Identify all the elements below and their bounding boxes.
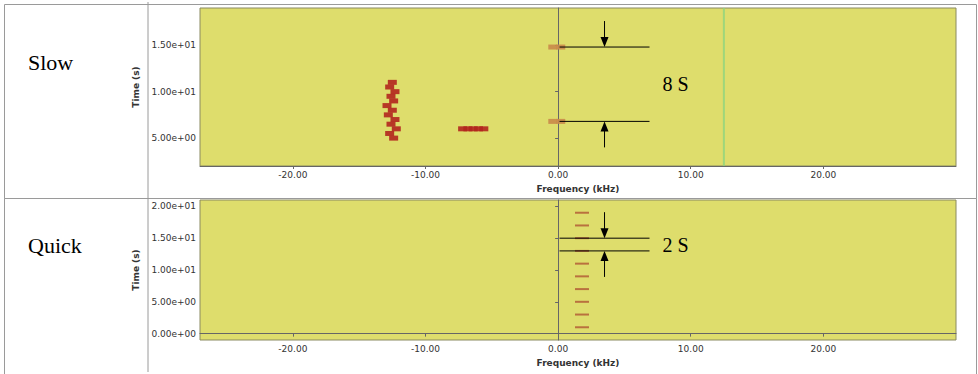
svg-text:1.00e+01: 1.00e+01 bbox=[151, 87, 196, 97]
svg-text:0.00: 0.00 bbox=[548, 344, 568, 354]
svg-text:Slow: Slow bbox=[28, 50, 73, 75]
svg-text:0.00: 0.00 bbox=[548, 170, 568, 180]
svg-text:-10.00: -10.00 bbox=[411, 344, 440, 354]
svg-text:8 S: 8 S bbox=[663, 73, 689, 95]
svg-text:Time (s): Time (s) bbox=[131, 249, 141, 290]
svg-text:1.50e+01: 1.50e+01 bbox=[151, 40, 196, 50]
svg-text:Quick: Quick bbox=[28, 233, 82, 258]
svg-text:20.00: 20.00 bbox=[810, 170, 836, 180]
svg-text:-20.00: -20.00 bbox=[278, 170, 307, 180]
svg-text:0.00e+00: 0.00e+00 bbox=[151, 329, 196, 339]
svg-text:2 S: 2 S bbox=[663, 234, 689, 256]
svg-text:2.00e+01: 2.00e+01 bbox=[151, 201, 196, 211]
svg-text:Frequency (kHz): Frequency (kHz) bbox=[537, 358, 620, 368]
svg-text:5.00e+00: 5.00e+00 bbox=[151, 297, 196, 307]
svg-text:Frequency (kHz): Frequency (kHz) bbox=[537, 184, 620, 194]
svg-text:1.50e+01: 1.50e+01 bbox=[151, 233, 196, 243]
svg-text:10.00: 10.00 bbox=[678, 344, 704, 354]
svg-text:10.00: 10.00 bbox=[678, 170, 704, 180]
svg-text:20.00: 20.00 bbox=[810, 344, 836, 354]
svg-text:Time (s): Time (s) bbox=[131, 66, 141, 107]
svg-text:1.00e+01: 1.00e+01 bbox=[151, 265, 196, 275]
svg-text:-20.00: -20.00 bbox=[278, 344, 307, 354]
svg-text:-10.00: -10.00 bbox=[411, 170, 440, 180]
svg-text:5.00e+00: 5.00e+00 bbox=[151, 133, 196, 143]
